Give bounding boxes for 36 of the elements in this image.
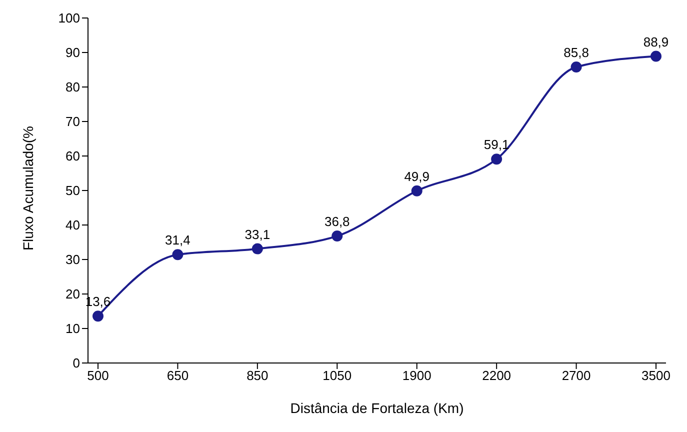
- point: [650, 50, 662, 62]
- y-tick-label: 50: [66, 183, 80, 198]
- data-label: 85,8: [564, 44, 589, 60]
- y-tick-label: 30: [66, 252, 80, 268]
- y-tick-label: 40: [66, 218, 80, 233]
- x-tick-label: 650: [166, 368, 189, 384]
- data-label: 59,1: [484, 137, 510, 152]
- data-label: 49,9: [404, 168, 430, 184]
- x-tick-label: 3500: [642, 368, 670, 384]
- y-axis-title: Fluxo Acumulado(%: [20, 126, 36, 250]
- point: [92, 310, 104, 322]
- point: [570, 61, 582, 72]
- data-label: 88,9: [643, 34, 669, 50]
- data-label: 36,8: [324, 214, 350, 230]
- x-tick-label: 1900: [402, 368, 432, 384]
- point: [332, 230, 343, 242]
- y-tick-label: 100: [58, 10, 80, 26]
- point: [411, 185, 422, 196]
- y-tick-label: 80: [66, 80, 80, 95]
- data-label: 31,4: [165, 232, 190, 248]
- data-label: 33,1: [244, 226, 270, 242]
- x-tick-label: 500: [87, 368, 109, 384]
- y-tick-label: 0: [72, 356, 80, 371]
- x-tick-label: 2700: [562, 368, 591, 384]
- x-tick-label: 1050: [322, 368, 352, 384]
- y-tick-label: 70: [66, 114, 80, 130]
- y-tick-label: 60: [66, 148, 80, 164]
- point: [172, 249, 184, 260]
- point: [491, 154, 502, 165]
- x-axis-title: Distância de Fortaleza (Km): [290, 400, 464, 416]
- y-tick-label: 90: [66, 45, 80, 60]
- y-tick-label: 20: [66, 286, 80, 302]
- x-tick-label: 850: [246, 368, 268, 384]
- point: [252, 243, 263, 254]
- x-tick-label: 2200: [482, 368, 512, 384]
- y-tick-label: 10: [66, 321, 80, 336]
